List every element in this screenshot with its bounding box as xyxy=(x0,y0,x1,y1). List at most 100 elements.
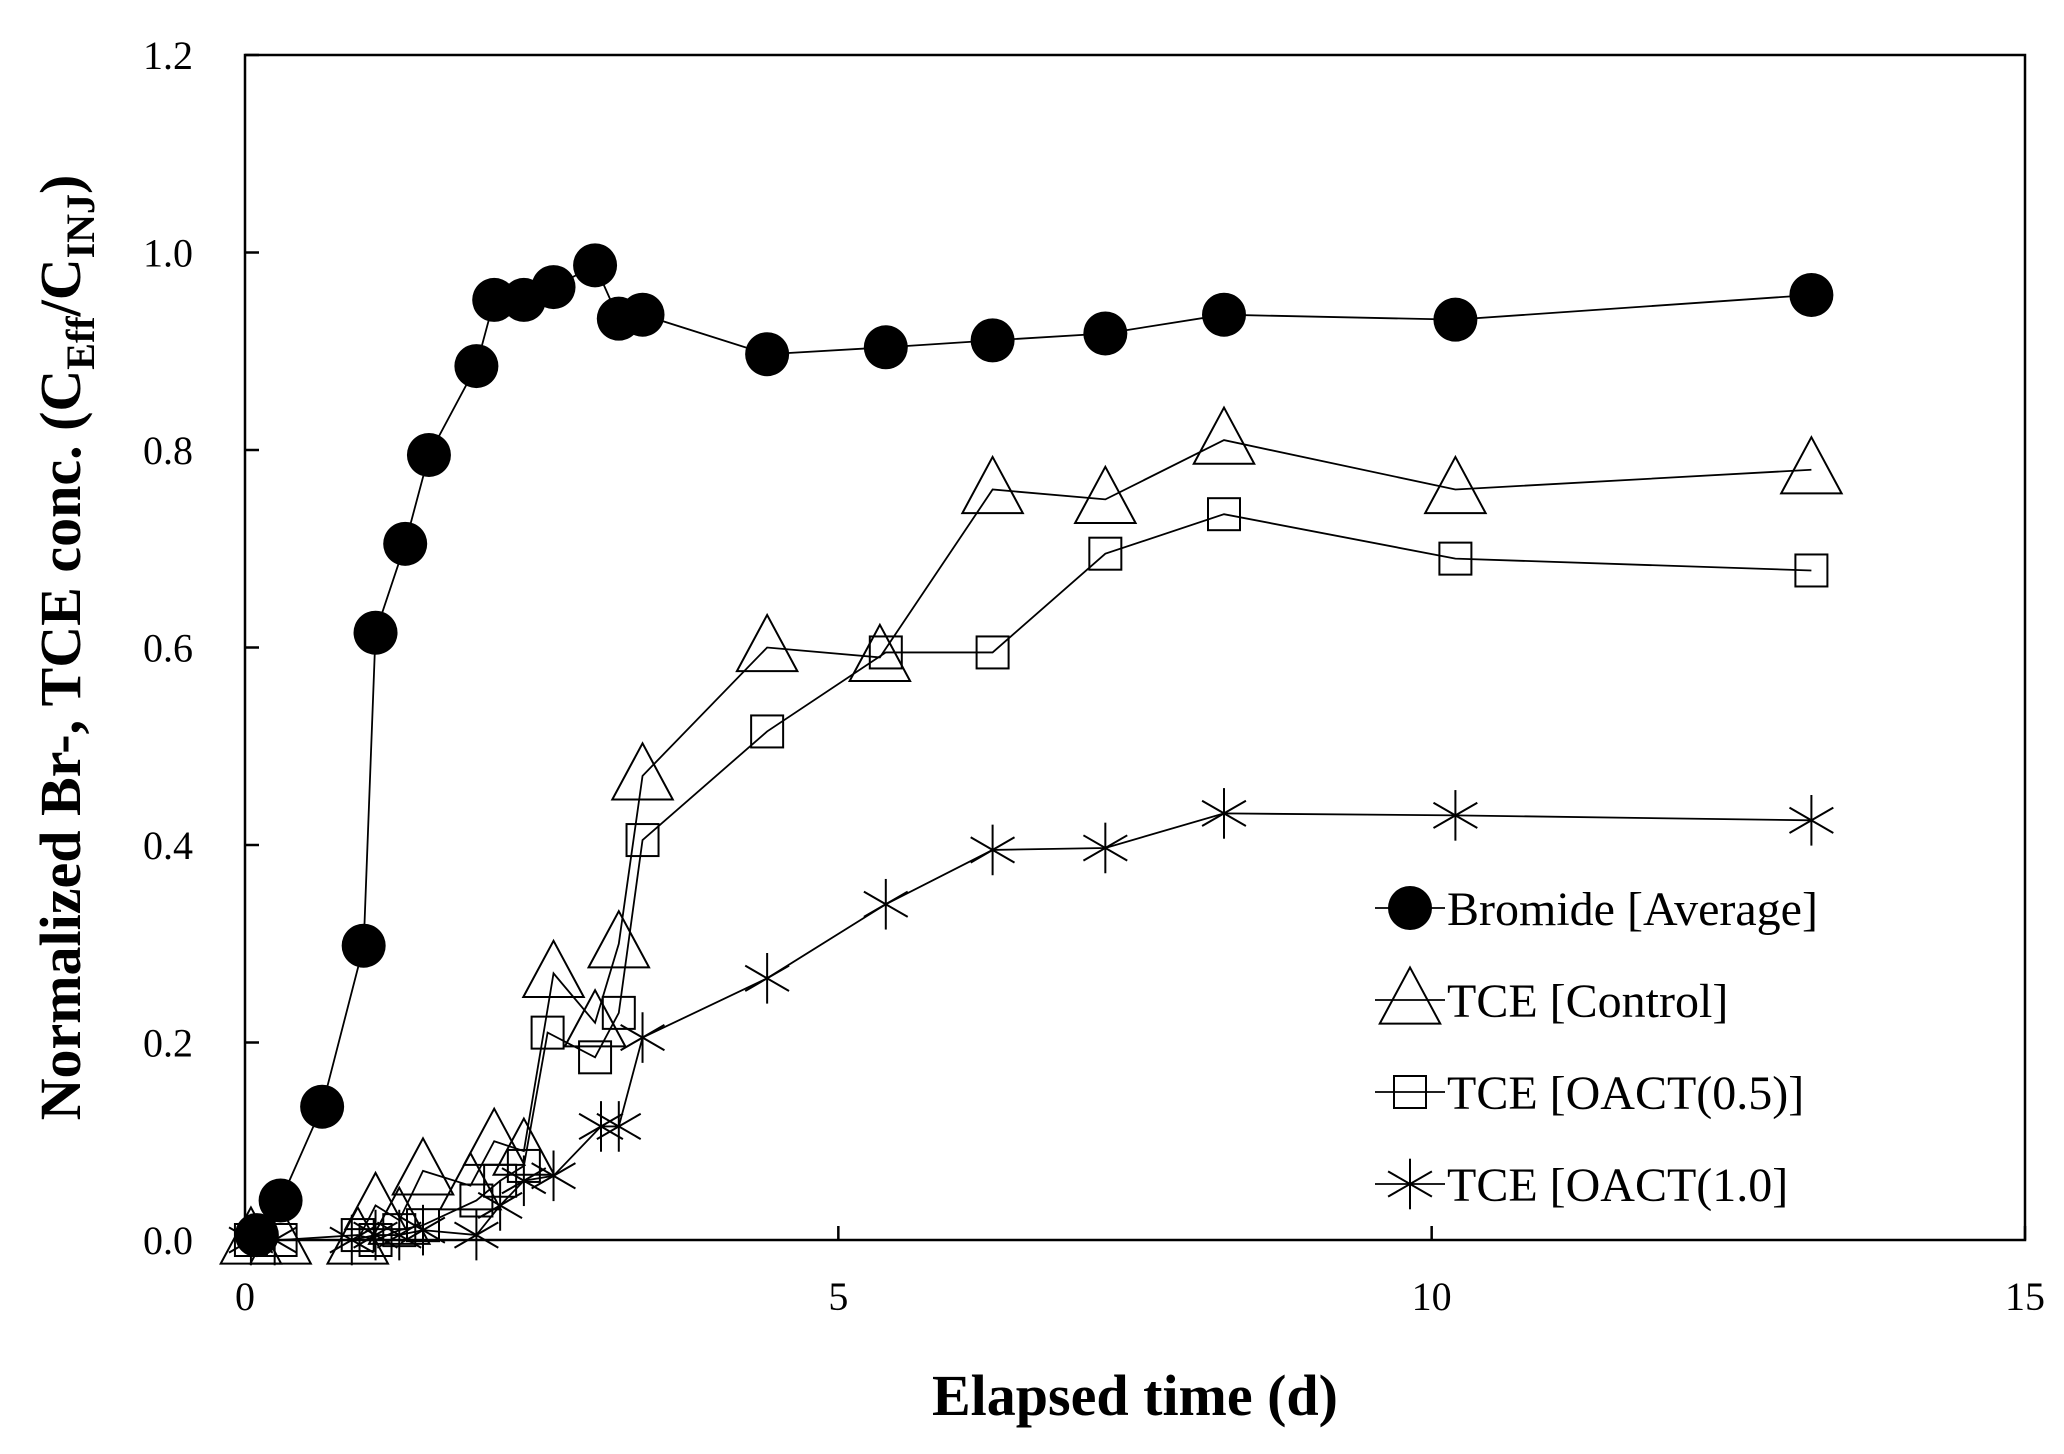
legend-label: TCE [OACT(1.0] xyxy=(1447,1159,1788,1212)
legend-entry: TCE [OACT(1.0] xyxy=(1375,1158,1788,1212)
asterisk-stroke xyxy=(1387,1170,1433,1198)
asterisk-stroke xyxy=(596,1112,642,1140)
data-point-circle xyxy=(1083,311,1128,356)
asterisk-stroke xyxy=(620,1024,665,1052)
asterisk-stroke xyxy=(477,1191,523,1219)
asterisk-stroke xyxy=(1201,799,1247,827)
data-point-triangle xyxy=(1073,464,1138,524)
data-point-circle xyxy=(300,1084,345,1129)
y-tick-label: 0.4 xyxy=(143,823,193,868)
legend-label: TCE [Control] xyxy=(1447,975,1728,1028)
data-point-square xyxy=(1393,1075,1427,1109)
data-point-asterisk xyxy=(1201,788,1247,839)
series-line xyxy=(250,439,1812,1241)
data-point-square xyxy=(750,714,785,749)
series xyxy=(228,788,1834,1266)
data-point-asterisk xyxy=(1387,1158,1433,1210)
legend-entry: Bromide [Average] xyxy=(1375,883,1818,936)
data-point-asterisk xyxy=(453,1209,499,1261)
data-point-square xyxy=(868,635,903,670)
x-tick-label: 5 xyxy=(828,1274,848,1319)
data-point-circle xyxy=(383,521,428,566)
data-point-asterisk xyxy=(744,953,790,1004)
series-line xyxy=(250,812,1812,1241)
data-point-square xyxy=(625,823,660,858)
series-line xyxy=(250,513,1812,1241)
data-point-asterisk xyxy=(970,824,1016,876)
data-point-circle xyxy=(620,292,665,337)
data-point-triangle xyxy=(735,612,800,673)
y-tick-label: 0.2 xyxy=(143,1021,193,1066)
asterisk-stroke xyxy=(501,1167,547,1195)
x-axis-title: Elapsed time (d) xyxy=(932,1363,1338,1428)
data-point-circle xyxy=(353,610,398,655)
y-tick-label: 1.2 xyxy=(143,33,193,78)
data-point-square xyxy=(975,635,1010,670)
data-point-asterisk xyxy=(400,1204,446,1256)
y-tick-label: 1.0 xyxy=(143,231,193,276)
y-tick-label: 0.8 xyxy=(143,428,193,473)
asterisk-stroke xyxy=(400,1216,446,1244)
y-tick-label: 0.6 xyxy=(143,626,193,671)
data-point-triangle xyxy=(1378,965,1442,1025)
y-tick-label: 0.0 xyxy=(143,1218,193,1263)
data-point-circle xyxy=(1202,292,1246,337)
data-point-triangle xyxy=(1192,405,1256,465)
data-point-circle xyxy=(745,332,790,377)
series xyxy=(219,405,1844,1265)
y-axis-title: Normalized Br-, TCE conc. (CEff/CINJ) xyxy=(28,175,103,1121)
legend: Bromide [Average] TCE [Control] TCE [OACT(… xyxy=(1375,883,1818,1212)
data-point-circle xyxy=(454,344,499,389)
x-tick-label: 15 xyxy=(2005,1274,2045,1319)
asterisk-stroke xyxy=(578,1112,624,1140)
data-point-asterisk xyxy=(353,1209,398,1261)
asterisk-stroke xyxy=(353,1221,398,1249)
data-point-triangle xyxy=(610,741,675,801)
legend-entry: TCE [OACT(0.5)] xyxy=(1375,1067,1804,1120)
asterisk-stroke xyxy=(863,890,909,918)
data-point-triangle xyxy=(391,1136,455,1196)
data-point-asterisk xyxy=(1788,795,1834,846)
data-point-asterisk xyxy=(1082,822,1128,874)
asterisk-stroke xyxy=(1432,801,1478,829)
asterisk-stroke xyxy=(453,1221,499,1249)
series xyxy=(233,497,1829,1257)
data-point-triangle xyxy=(521,938,586,998)
y-axis-title-sub-eff: Eff xyxy=(58,316,103,370)
data-point-circle xyxy=(573,243,618,288)
legend-label: Bromide [Average] xyxy=(1447,883,1818,936)
data-point-triangle xyxy=(563,988,627,1048)
data-point-circle xyxy=(1433,297,1478,342)
legend-entry: TCE [Control] xyxy=(1375,965,1728,1028)
data-point-asterisk xyxy=(620,1012,665,1063)
data-point-circle xyxy=(341,923,386,968)
asterisk-stroke xyxy=(1082,834,1128,862)
data-point-circle xyxy=(531,265,576,310)
y-axis-title-sub-inj: INJ xyxy=(58,194,103,258)
y-axis-title-close: ) xyxy=(28,175,93,194)
legend-label: TCE [OACT(0.5)] xyxy=(1447,1067,1804,1120)
y-axis-title-main: Normalized Br-, TCE conc. (C xyxy=(28,370,93,1121)
data-point-square xyxy=(530,1015,565,1050)
data-point-asterisk xyxy=(501,1155,547,1207)
data-point-asterisk xyxy=(596,1101,642,1152)
data-point-triangle xyxy=(438,1151,503,1211)
data-point-square xyxy=(601,995,636,1030)
asterisk-stroke xyxy=(531,1162,576,1190)
data-point-square xyxy=(1438,541,1473,576)
data-point-asterisk xyxy=(863,878,909,930)
data-point-triangle xyxy=(1779,435,1844,495)
data-point-triangle xyxy=(586,909,651,969)
data-point-asterisk xyxy=(1432,790,1478,841)
data-point-circle xyxy=(1388,886,1432,930)
y-axis-title-slash: /C xyxy=(28,258,93,317)
asterisk-stroke xyxy=(970,836,1016,864)
data-point-circle xyxy=(970,318,1015,363)
data-point-triangle xyxy=(960,454,1025,515)
data-point-triangle xyxy=(1423,454,1488,515)
asterisk-stroke xyxy=(744,964,790,992)
data-point-square xyxy=(1794,553,1829,588)
data-point-asterisk xyxy=(477,1180,523,1231)
